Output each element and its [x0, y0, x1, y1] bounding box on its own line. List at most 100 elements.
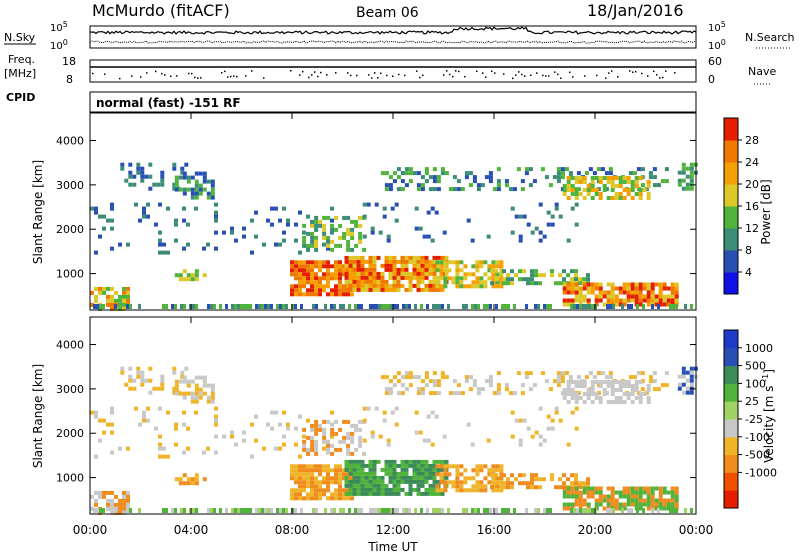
- range-cell: [294, 292, 298, 297]
- range-cell: [306, 496, 310, 501]
- range-cell: [368, 283, 373, 288]
- range-cell: [334, 260, 338, 265]
- range-cell: [290, 260, 294, 265]
- range-cell: [183, 304, 186, 309]
- range-cell: [455, 272, 460, 277]
- range-cell: [428, 491, 433, 496]
- range-cell: [574, 277, 578, 282]
- range-cell: [140, 174, 145, 179]
- range-cell: [338, 488, 342, 493]
- range-cell: [566, 273, 570, 278]
- range-cell: [294, 260, 298, 265]
- nave-dot: [464, 75, 466, 78]
- range-cell: [344, 463, 349, 468]
- range-cell: [614, 298, 619, 303]
- range-cell: [499, 260, 504, 265]
- range-cell: [114, 298, 118, 303]
- range-cell: [400, 375, 405, 380]
- range-cell: [408, 383, 413, 388]
- range-cell: [432, 483, 437, 488]
- range-cell: [646, 184, 651, 188]
- range-cell: [424, 471, 429, 476]
- range-cell: [582, 392, 587, 396]
- range-cell: [650, 498, 655, 503]
- nave-dot: [194, 76, 196, 79]
- range-cell: [582, 196, 587, 200]
- range-cell: [372, 463, 377, 468]
- range-cell: [689, 166, 694, 171]
- range-cell: [670, 282, 675, 287]
- range-cell: [298, 476, 302, 481]
- range-cell: [444, 271, 449, 276]
- range-cell: [396, 275, 401, 280]
- range-cell: [436, 179, 441, 184]
- range-cell: [158, 250, 162, 255]
- range-cell: [372, 487, 377, 492]
- range-cell: [447, 480, 452, 485]
- noise-tick-exp: 0: [63, 38, 68, 47]
- range-cell: [418, 226, 423, 231]
- range-cell: [350, 496, 354, 501]
- range-cell: [330, 422, 334, 427]
- range-cell: [225, 304, 228, 309]
- range-cell: [310, 472, 314, 477]
- range-cell: [322, 488, 326, 493]
- range-cell: [362, 202, 367, 207]
- range-cell: [490, 473, 494, 478]
- noise-tick-hi-right: 105: [708, 20, 726, 34]
- range-cell: [479, 284, 484, 289]
- range-cell: [566, 176, 571, 180]
- range-cell: [666, 490, 671, 495]
- range-cell: [440, 467, 445, 472]
- range-cell: [512, 187, 517, 192]
- range-cell: [106, 502, 110, 507]
- range-cell: [610, 176, 615, 180]
- range-cell: [294, 480, 298, 485]
- range-cell: [634, 298, 639, 303]
- range-cell: [354, 508, 357, 513]
- range-cell: [618, 494, 623, 499]
- range-cell: [202, 383, 207, 388]
- range-cell: [134, 406, 138, 411]
- range-cell: [440, 263, 445, 268]
- range-cell: [118, 498, 122, 503]
- range-cell: [352, 259, 357, 264]
- range-cell: [330, 451, 335, 456]
- range-cell: [612, 508, 615, 513]
- range-cell: [249, 304, 252, 309]
- range-cell: [677, 170, 682, 175]
- range-cell: [358, 215, 363, 220]
- range-cell: [94, 298, 98, 303]
- range-cell: [646, 294, 651, 299]
- range-cell: [182, 410, 186, 415]
- range-cell: [455, 468, 460, 473]
- range-cell: [538, 477, 542, 482]
- range-cell: [420, 379, 425, 384]
- range-cell: [318, 288, 322, 293]
- range-cell: [388, 379, 393, 384]
- range-cell: [534, 473, 538, 478]
- range-cell: [586, 490, 591, 495]
- range-cell: [102, 490, 106, 495]
- range-cell: [126, 242, 130, 247]
- range-cell: [471, 488, 476, 493]
- range-cell: [148, 174, 153, 179]
- range-cell: [306, 280, 310, 285]
- range-cell: [420, 491, 425, 496]
- range-cell: [524, 371, 529, 376]
- range-cell: [622, 502, 627, 507]
- range-cell: [467, 284, 472, 289]
- range-cell: [194, 273, 199, 278]
- range-cell: [350, 235, 355, 240]
- nave-dot: [104, 73, 106, 75]
- range-cell: [594, 294, 599, 299]
- range-cell: [126, 508, 129, 513]
- range-cell: [110, 410, 114, 415]
- range-cell: [344, 259, 349, 264]
- range-cell: [556, 371, 561, 376]
- range-cell: [420, 267, 425, 272]
- range-cell: [364, 259, 369, 264]
- range-cell: [416, 483, 421, 488]
- range-cell: [314, 443, 319, 448]
- range-cell: [654, 282, 659, 287]
